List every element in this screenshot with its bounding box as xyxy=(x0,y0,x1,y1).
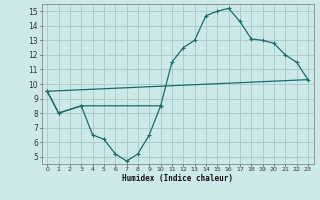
X-axis label: Humidex (Indice chaleur): Humidex (Indice chaleur) xyxy=(122,174,233,183)
